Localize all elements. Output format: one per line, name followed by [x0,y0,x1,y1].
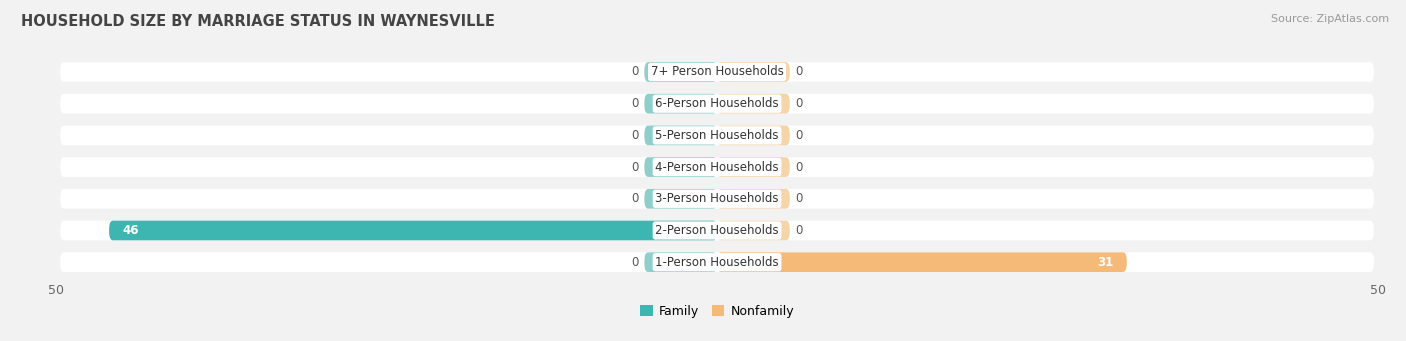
FancyBboxPatch shape [717,62,790,82]
Text: 5-Person Households: 5-Person Households [655,129,779,142]
Text: Source: ZipAtlas.com: Source: ZipAtlas.com [1271,14,1389,24]
Text: 3-Person Households: 3-Person Households [655,192,779,205]
FancyBboxPatch shape [644,189,717,209]
Text: 0: 0 [631,256,640,269]
FancyBboxPatch shape [717,189,790,209]
Text: 4-Person Households: 4-Person Households [655,161,779,174]
Text: 2-Person Households: 2-Person Households [655,224,779,237]
Text: 0: 0 [631,192,640,205]
Text: 0: 0 [631,65,640,78]
FancyBboxPatch shape [60,157,1374,177]
FancyBboxPatch shape [717,94,790,114]
Text: 0: 0 [794,65,803,78]
Text: 0: 0 [794,192,803,205]
FancyBboxPatch shape [60,125,1374,145]
FancyBboxPatch shape [60,221,1374,240]
Text: 31: 31 [1097,256,1114,269]
Text: 0: 0 [794,97,803,110]
Text: 0: 0 [794,129,803,142]
Text: 0: 0 [631,97,640,110]
Text: 0: 0 [631,129,640,142]
Text: 1-Person Households: 1-Person Households [655,256,779,269]
FancyBboxPatch shape [60,62,1374,82]
Text: HOUSEHOLD SIZE BY MARRIAGE STATUS IN WAYNESVILLE: HOUSEHOLD SIZE BY MARRIAGE STATUS IN WAY… [21,14,495,29]
Text: 6-Person Households: 6-Person Households [655,97,779,110]
FancyBboxPatch shape [644,94,717,114]
Text: 0: 0 [794,161,803,174]
FancyBboxPatch shape [60,189,1374,209]
Text: 7+ Person Households: 7+ Person Households [651,65,783,78]
FancyBboxPatch shape [717,125,790,145]
Text: 0: 0 [631,161,640,174]
Text: 0: 0 [794,224,803,237]
FancyBboxPatch shape [644,62,717,82]
FancyBboxPatch shape [644,252,717,272]
Text: 46: 46 [122,224,139,237]
FancyBboxPatch shape [717,221,790,240]
FancyBboxPatch shape [110,221,717,240]
FancyBboxPatch shape [717,252,1126,272]
FancyBboxPatch shape [644,157,717,177]
FancyBboxPatch shape [717,157,790,177]
FancyBboxPatch shape [60,252,1374,272]
Legend: Family, Nonfamily: Family, Nonfamily [636,300,799,323]
FancyBboxPatch shape [60,94,1374,114]
FancyBboxPatch shape [644,125,717,145]
